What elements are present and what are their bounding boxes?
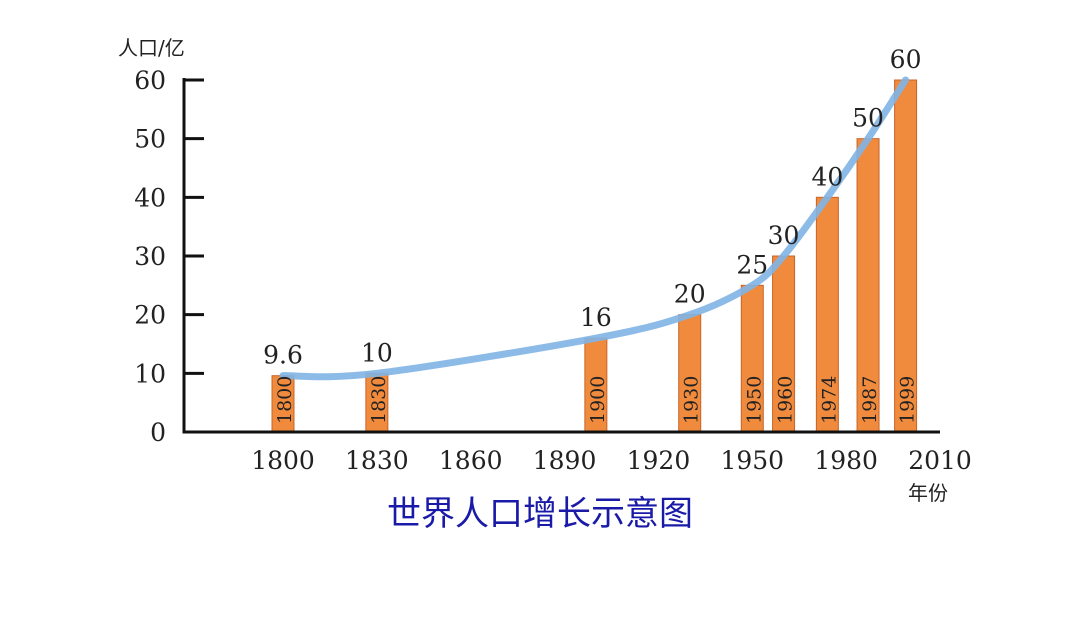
bar-year-label-1800: 1800 — [274, 376, 296, 424]
y-axis-title: 人口/亿 — [118, 36, 185, 60]
bar-year-label-1987: 1987 — [859, 376, 881, 424]
value-label-1830: 10 — [361, 338, 393, 367]
value-label-1930: 20 — [674, 280, 706, 309]
x-tick-label-1890: 1890 — [533, 446, 597, 475]
value-label-1999: 60 — [890, 45, 922, 74]
x-tick-label-1830: 1830 — [345, 446, 409, 475]
labels-group: 0 10 20 30 40 50 60 1800 1830 1860 1890 1920 1950 198… — [134, 45, 972, 475]
bar-year-label-1900: 1900 — [587, 376, 609, 424]
x-tick-label-1860: 1860 — [439, 446, 503, 475]
value-label-1800: 9.6 — [263, 341, 303, 370]
x-axis-title: 年份 — [908, 481, 948, 505]
trend-curve-group — [279, 76, 910, 381]
bar-year-label-1950: 1950 — [743, 376, 765, 424]
y-tick-label-50: 50 — [134, 125, 166, 154]
y-tick-label-40: 40 — [134, 183, 166, 212]
chart-title: 世界人口增长示意图 — [387, 494, 693, 534]
x-tick-label-1950: 1950 — [720, 446, 784, 475]
bars-group — [271, 79, 918, 433]
x-tick-label-1920: 1920 — [627, 446, 691, 475]
x-tick-label-1980: 1980 — [814, 446, 878, 475]
bar-year-label-1974: 1974 — [818, 376, 840, 424]
value-label-1960: 30 — [768, 221, 800, 250]
bar-year-label-1960: 1960 — [775, 376, 797, 424]
bar-year-label-1830: 1830 — [368, 376, 390, 424]
value-label-1974: 40 — [811, 162, 843, 191]
y-tick-label-10: 10 — [134, 359, 166, 388]
x-tick-label-1800: 1800 — [251, 446, 315, 475]
trend-curve — [279, 76, 910, 381]
x-tick-label-2010: 2010 — [908, 446, 972, 475]
y-tick-label-0: 0 — [150, 418, 166, 447]
y-tick-label-30: 30 — [134, 242, 166, 271]
bar-year-label-1930: 1930 — [681, 376, 703, 424]
y-tick-label-60: 60 — [134, 66, 166, 95]
axes-group — [182, 78, 940, 434]
bar-year-label-1999: 1999 — [897, 376, 919, 424]
value-label-1987: 50 — [852, 104, 884, 133]
y-tick-label-20: 20 — [134, 301, 166, 330]
value-label-1950: 25 — [736, 250, 768, 279]
value-label-1900: 16 — [580, 303, 612, 332]
